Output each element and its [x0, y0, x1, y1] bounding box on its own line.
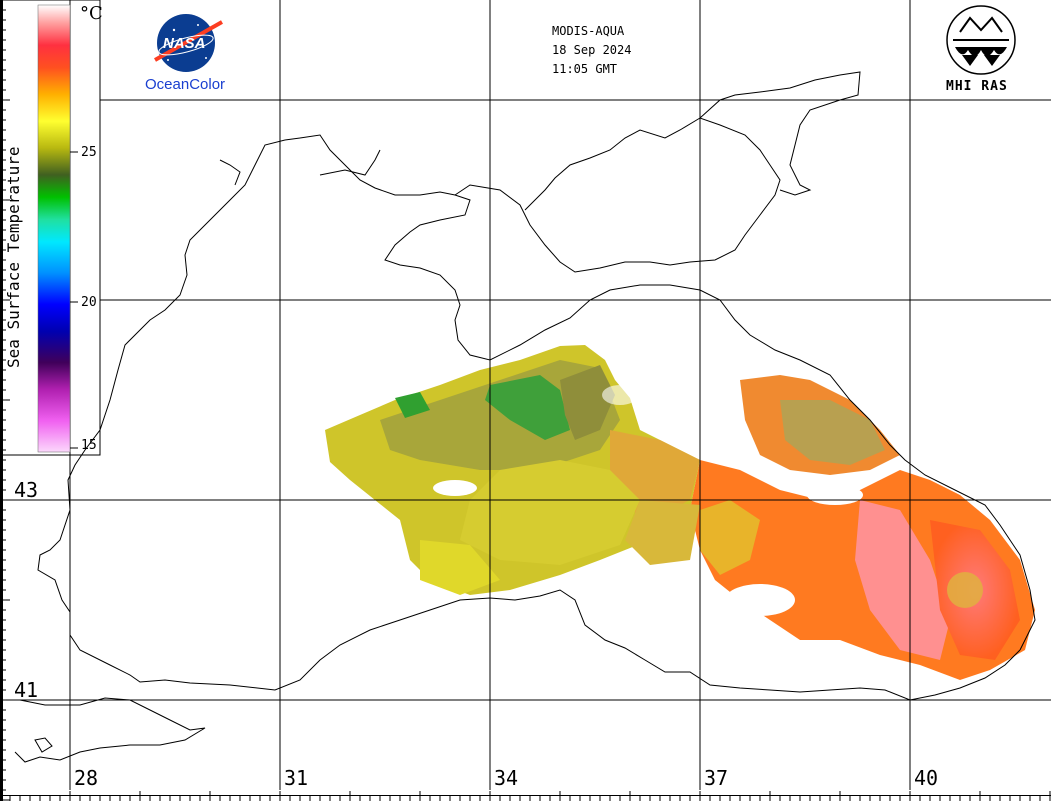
lon-label-31: 31 [284, 766, 309, 790]
ruler-bottom [0, 795, 1051, 796]
lon-label-40: 40 [914, 766, 939, 790]
lat-label-41: 41 [14, 678, 39, 702]
colorbar-title: Sea Surface Temperature [4, 146, 23, 368]
colorbar-tick-15: 15 [81, 438, 97, 453]
mhi-ras-label: MHI RAS [946, 79, 1008, 94]
lat-label-43: 43 [14, 478, 39, 502]
sst-data-layer [325, 345, 1035, 680]
time-label: 11:05 GMT [552, 62, 618, 76]
colorbar-tick-25: 25 [81, 145, 97, 160]
mhi-ras-logo [946, 5, 1016, 75]
colorbar-unit: °C [80, 3, 103, 24]
coastline [14, 71, 1036, 763]
lon-label-28: 28 [74, 766, 99, 790]
colorbar [0, 0, 101, 456]
lon-label-34: 34 [494, 766, 519, 790]
colorbar-tick-20: 20 [81, 295, 97, 310]
oceancolor-label: OceanColor [145, 76, 226, 93]
date-label: 18 Sep 2024 [552, 43, 632, 57]
sensor-label: MODIS-AQUA [552, 24, 625, 38]
nasa-logo [154, 14, 223, 72]
lon-label-37: 37 [704, 766, 729, 790]
nasa-logo-text: NASA [163, 35, 206, 52]
